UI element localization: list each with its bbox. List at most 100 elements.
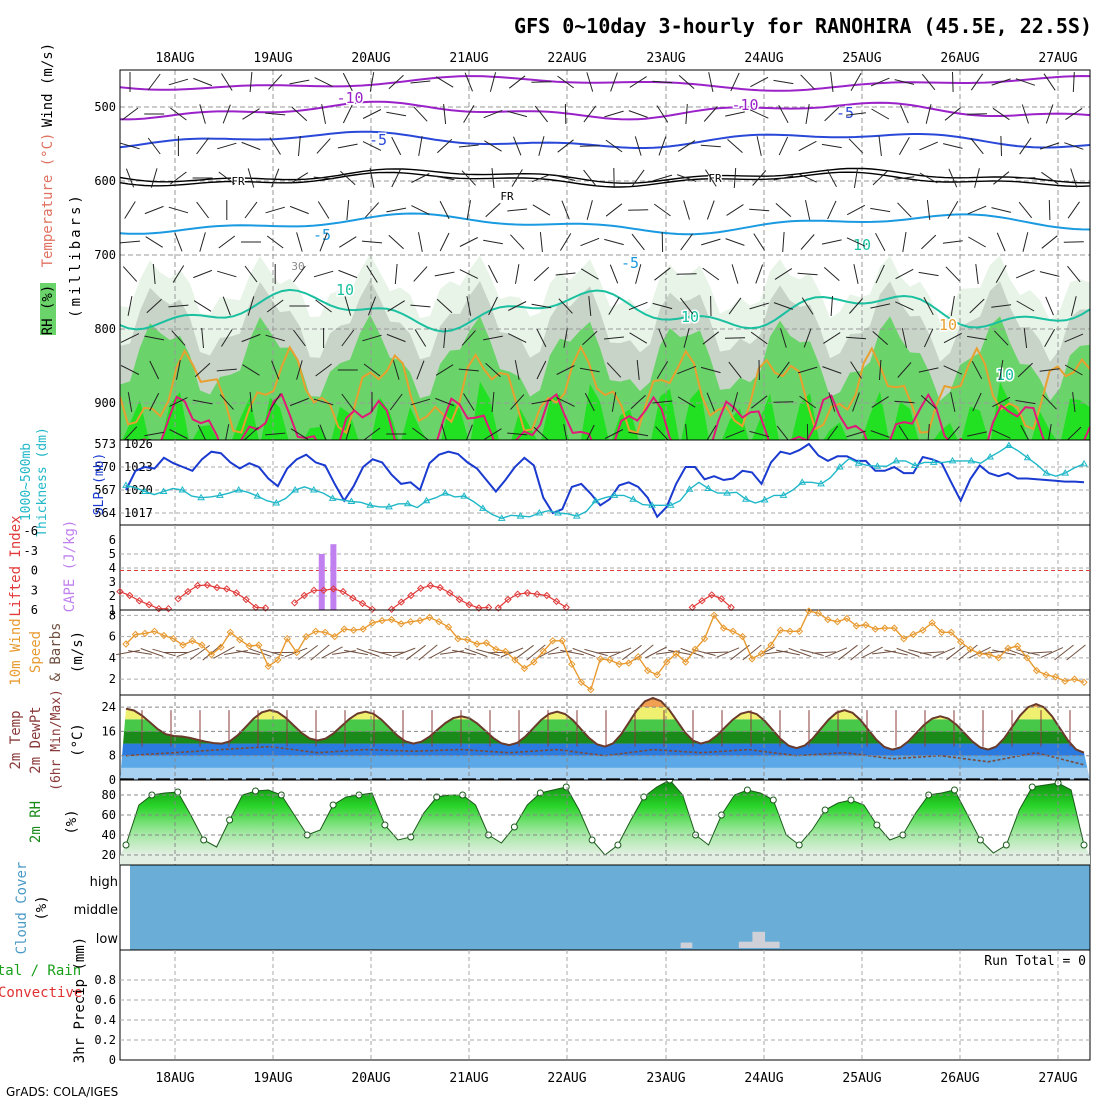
barb-7-32 <box>895 301 914 311</box>
wind10-marker-22 <box>330 632 339 641</box>
sfc-barb-79 <box>1066 644 1086 661</box>
thickness-marker-2 <box>140 487 149 494</box>
sfc-barb-70 <box>958 644 978 661</box>
barb-3-7 <box>290 172 309 184</box>
li-marker-4-1 <box>504 595 512 604</box>
barb-11-20 <box>604 429 624 439</box>
barb-10-6 <box>269 393 281 411</box>
barb-5-31 <box>875 232 886 252</box>
barb-6-2 <box>172 265 185 283</box>
barb-1-5 <box>242 108 260 120</box>
thickness-marker-6 <box>178 486 187 493</box>
barb-11-2 <box>169 429 188 439</box>
wind10-marker-3 <box>150 627 159 636</box>
sfc-barb-66 <box>908 649 932 656</box>
barb-9-35 <box>971 360 983 380</box>
sfc-barb-40 <box>595 651 621 654</box>
barb-10-33 <box>920 395 937 409</box>
thickness-marker-62 <box>704 484 713 491</box>
barb-4-10 <box>364 202 380 218</box>
barb-3-5 <box>247 168 255 188</box>
barb-4-7 <box>289 205 309 215</box>
thickness-marker-8 <box>197 493 205 501</box>
rh-marker-58 <box>873 821 881 829</box>
barb-2-24 <box>700 144 721 148</box>
contour-minus5 <box>120 130 1090 149</box>
sfc-barb-15 <box>298 644 318 661</box>
p6-ytick-60: 60 <box>102 808 116 822</box>
barb-11-1 <box>144 431 165 437</box>
run-total-label: Run Total = 0 <box>984 954 1086 969</box>
barb-10-28 <box>799 395 816 409</box>
thickness-marker-38 <box>479 504 487 511</box>
barb-5-4 <box>218 235 236 249</box>
wind10-marker-68 <box>767 641 775 649</box>
barb-7-27 <box>773 302 793 310</box>
barb-1-32 <box>900 104 909 124</box>
barb-5-37 <box>1022 232 1029 252</box>
p3-ytick-right-2: 4 <box>109 561 116 575</box>
barb-3-25 <box>733 167 737 189</box>
barb-7-31 <box>870 303 891 309</box>
x-tick-bottom-20AUG: 20AUG <box>351 1071 390 1086</box>
barb-0-27 <box>773 79 794 85</box>
barb-3-31 <box>872 170 888 186</box>
barb-5-38 <box>1041 235 1058 249</box>
barb-2-36 <box>1000 135 1002 157</box>
barb-6-29 <box>823 267 840 281</box>
thickness-marker-66 <box>742 495 750 502</box>
barb-0-14 <box>464 72 473 92</box>
wind10-marker-84 <box>919 626 927 634</box>
barb-1-4 <box>222 104 231 124</box>
barb-10-22 <box>652 400 673 404</box>
barb-4-23 <box>683 200 690 220</box>
wind10-marker-54 <box>634 653 642 661</box>
wind10-marker-61 <box>700 634 709 643</box>
sfc-barb-31 <box>487 651 513 654</box>
rh-marker-56 <box>847 796 855 804</box>
barb-5-35 <box>968 236 986 248</box>
barb-5-29 <box>821 239 842 245</box>
barb-9-2 <box>176 360 181 380</box>
barb-6-1 <box>152 263 156 285</box>
thickness-marker-96 <box>1023 453 1032 461</box>
barb-2-23 <box>677 140 696 152</box>
barb-1-33 <box>925 104 932 124</box>
barb-5-30 <box>846 237 866 247</box>
p7-ytick-high: high <box>90 875 118 890</box>
thickness-marker-86 <box>929 458 938 465</box>
barb-9-18 <box>556 365 575 375</box>
p8-ytick-0.4: 0.4 <box>94 1013 116 1027</box>
p2-ylabel-left-b: Thickness (dm) <box>35 427 50 537</box>
p1-ytick-600: 600 <box>94 174 116 188</box>
li-marker-1-7 <box>242 595 250 604</box>
thickness-marker-100 <box>1061 469 1070 476</box>
barb-10-19 <box>584 392 595 412</box>
barb-1-37 <box>1021 104 1029 124</box>
p5-ylabel-d: (°C) <box>70 723 86 757</box>
barb-1-19 <box>583 105 597 123</box>
contour-minus5-lower <box>120 212 1090 236</box>
barb-0-24 <box>708 72 714 92</box>
sfc-barb-11 <box>248 648 272 657</box>
li-marker-4-2 <box>513 590 522 598</box>
barb-0-25 <box>730 72 740 92</box>
x-tick-bottom-18AUG: 18AUG <box>155 1071 194 1086</box>
sfc-barb-26 <box>429 646 451 659</box>
p3-ytick-left-1: -3 <box>24 544 38 558</box>
barb-4-3 <box>196 201 210 219</box>
p8-vgrid <box>174 950 1059 1060</box>
barb-9-32 <box>897 362 912 378</box>
barb-1-39 <box>1065 107 1083 121</box>
barb-10-20 <box>611 392 617 412</box>
barb-2-18 <box>557 139 574 153</box>
barb-8-37 <box>1023 328 1028 348</box>
sfc-barb-23 <box>392 647 416 658</box>
x-axis-top: 18AUG 19AUG 20AUG 21AUG 22AUG 23AUG 24AUG 25AUG… <box>155 51 1077 66</box>
barb-4-1 <box>144 205 164 215</box>
barb-4-30 <box>846 204 866 216</box>
barb-7-14 <box>466 296 472 316</box>
barb-8-23 <box>683 328 690 348</box>
barb-1-25 <box>725 111 745 117</box>
barb-4-38 <box>1048 199 1051 221</box>
